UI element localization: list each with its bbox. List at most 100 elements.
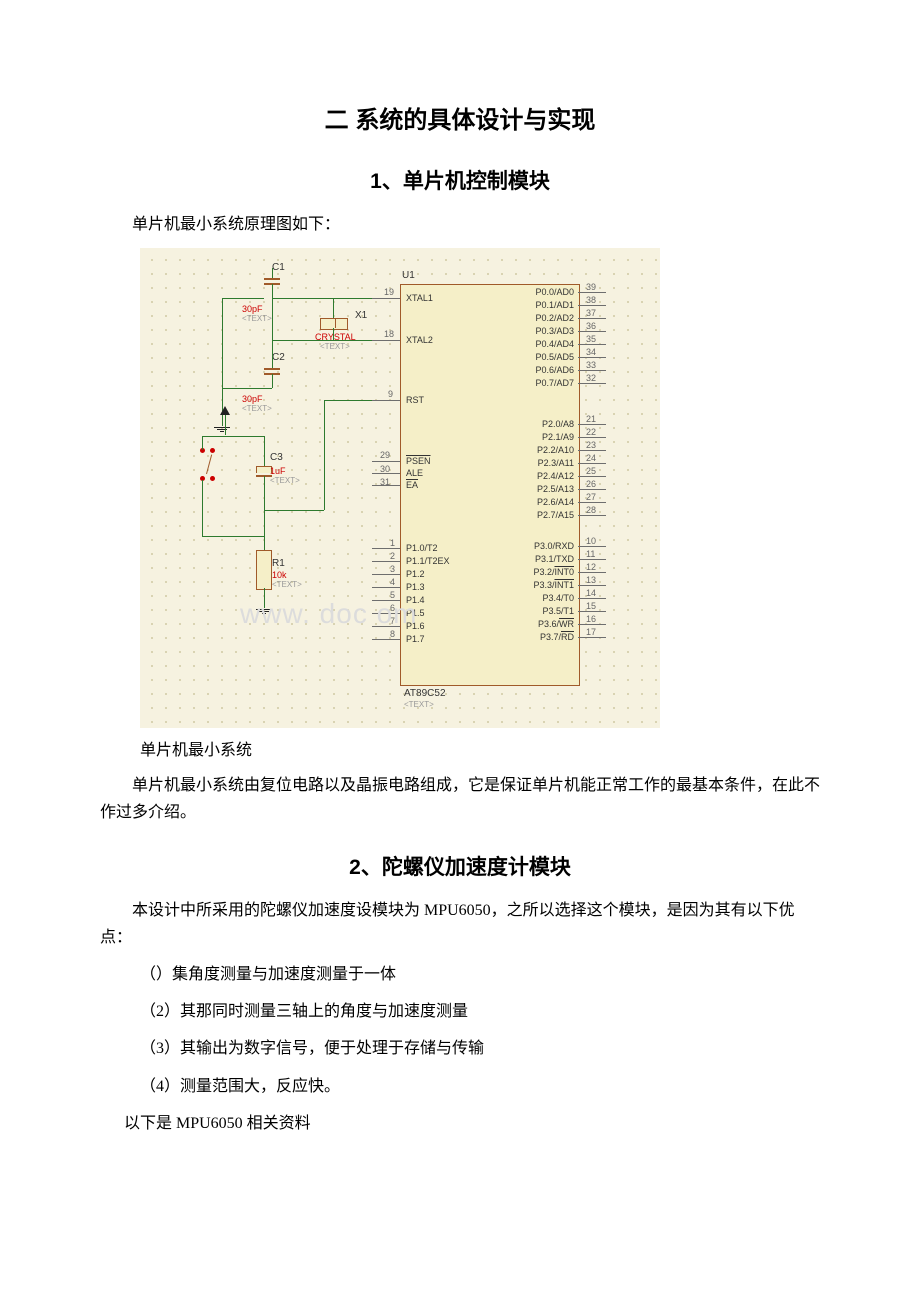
wire: [264, 536, 265, 550]
pin-line: [578, 624, 606, 625]
c1-txt: <TEXT>: [242, 314, 272, 323]
pin-line: [578, 489, 606, 490]
pin-num: 37: [586, 308, 596, 318]
pin-label: P1.7: [406, 634, 425, 644]
para-2: 单片机最小系统由复位电路以及晶振电路组成，它是保证单片机能正常工作的最基本条件，…: [100, 772, 820, 826]
pin-num: 33: [586, 360, 596, 370]
pin-label: P2.0/A8: [542, 419, 574, 429]
pin-num: 11: [586, 549, 595, 559]
pin-line: [578, 585, 606, 586]
watermark: www. doc om: [240, 598, 418, 630]
pin-label: P3.4/T0: [542, 593, 574, 603]
pin-label: P0.2/AD2: [535, 313, 574, 323]
wire: [264, 510, 324, 511]
subsection-2-heading: 2、陀螺仪加速度计模块: [100, 851, 820, 881]
pin-num: 25: [586, 466, 596, 476]
pin-label: EA: [406, 480, 418, 490]
pin-num: 36: [586, 321, 596, 331]
c2-ref: C2: [272, 352, 285, 363]
pin-label: P3.2/INT0: [533, 567, 574, 577]
pin-label: P0.7/AD7: [535, 378, 574, 388]
wire: [324, 400, 325, 510]
pin-line: [372, 574, 400, 575]
pin-line: [578, 598, 606, 599]
pin-label: P3.3/INT1: [533, 580, 574, 590]
pin-line: [578, 292, 606, 293]
pin-line: [372, 461, 400, 462]
list-item-3: （3）其输出为数字信号，便于处理于存储与传输: [100, 1035, 820, 1062]
pin-label: P2.5/A13: [537, 484, 574, 494]
pin-label: P1.2: [406, 569, 425, 579]
pin-num: 24: [586, 453, 596, 463]
subsection-1-heading: 1、单片机控制模块: [100, 165, 820, 195]
wire: [222, 388, 272, 389]
pin-line: [578, 572, 606, 573]
intro-text-1: 单片机最小系统原理图如下：: [100, 211, 820, 238]
wire: [202, 480, 203, 536]
pin-num: 1: [390, 538, 395, 548]
wire: [222, 298, 264, 299]
pin-num: 26: [586, 479, 596, 489]
wire: [324, 400, 372, 401]
pin-num: 30: [380, 464, 390, 474]
para-4: 以下是 MPU6050 相关资料: [100, 1110, 820, 1137]
pin-label: P2.2/A10: [537, 445, 574, 455]
pin-num: 34: [586, 347, 596, 357]
list-item-2: （2）其那同时测量三轴上的角度与加速度测量: [100, 998, 820, 1025]
pin-line: [372, 298, 400, 299]
pin-label: P3.5/T1: [542, 606, 574, 616]
pin-num: 19: [384, 287, 394, 297]
pin-line: [578, 424, 606, 425]
pin-line: [578, 370, 606, 371]
pin-label: XTAL1: [406, 293, 433, 303]
pin-label: P0.0/AD0: [535, 287, 574, 297]
c1-ref: C1: [272, 262, 285, 273]
pin-label: P2.1/A9: [542, 432, 574, 442]
schematic-figure: U1 AT89C52 <TEXT> 19 XTAL1 18 XTAL2 9 RS…: [140, 248, 820, 728]
pin-line: [578, 344, 606, 345]
pin-num: 35: [586, 334, 596, 344]
pin-num: 17: [586, 627, 596, 637]
pin-label: P1.0/T2: [406, 543, 438, 553]
pin-num: 27: [586, 492, 596, 502]
pin-num: 23: [586, 440, 596, 450]
pin-num: 15: [586, 601, 596, 611]
pin-label: P3.0/RXD: [534, 541, 574, 551]
wire: [264, 476, 265, 536]
pin-num: 38: [586, 295, 596, 305]
schematic-canvas: U1 AT89C52 <TEXT> 19 XTAL1 18 XTAL2 9 RS…: [140, 248, 660, 728]
c1-val: 30pF: [242, 304, 263, 314]
pin-label: P0.6/AD6: [535, 365, 574, 375]
pin-label: P0.4/AD4: [535, 339, 574, 349]
x1-ref: X1: [355, 310, 367, 321]
c2-txt: <TEXT>: [242, 404, 272, 413]
wire: [225, 415, 226, 435]
pin-label: P3.1/TXD: [535, 554, 574, 564]
wire: [272, 298, 372, 299]
pin-line: [372, 548, 400, 549]
pin-num: 16: [586, 614, 596, 624]
wire: [272, 358, 273, 368]
x1-plate2: [335, 318, 336, 328]
c3-ref: C3: [270, 452, 283, 463]
r1-val: 10k: [272, 570, 287, 580]
x1-txt: <TEXT>: [320, 342, 350, 351]
wire: [202, 536, 264, 537]
r1: [256, 550, 272, 590]
pin-num: 13: [586, 575, 596, 585]
c3-val: 1uF: [270, 466, 286, 476]
pin-line: [578, 637, 606, 638]
wire: [272, 268, 273, 278]
pin-label: P2.3/A11: [538, 458, 574, 468]
pin-num: 18: [384, 329, 394, 339]
pin-line: [578, 437, 606, 438]
wire: [225, 436, 265, 437]
wire: [333, 298, 334, 318]
pin-num: 39: [586, 282, 596, 292]
vcc-icon: [220, 406, 230, 415]
pin-label: P0.1/AD1: [535, 300, 574, 310]
list-item-4: （4）测量范围大，反应快。: [100, 1073, 820, 1100]
pin-label: RST: [406, 395, 424, 405]
pin-line: [372, 587, 400, 588]
pin-line: [578, 305, 606, 306]
